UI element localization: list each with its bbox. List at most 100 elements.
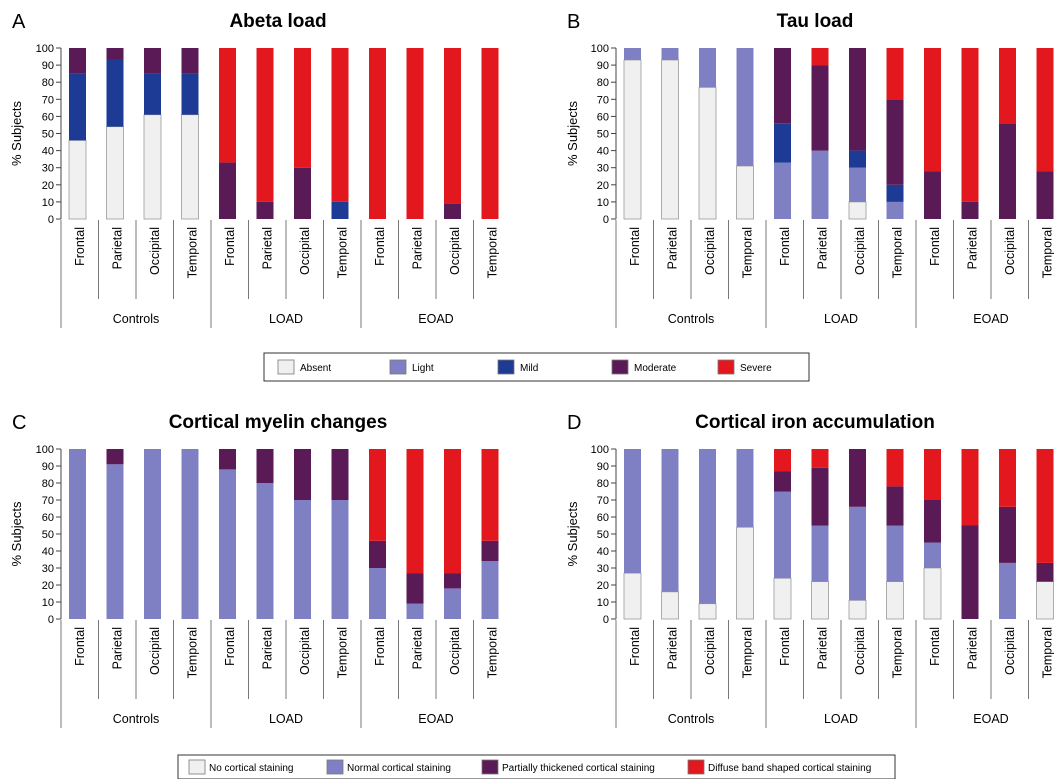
- bar-segment-light: [811, 150, 829, 219]
- bar-segment-partially-thickened-cortical-staining: [999, 506, 1016, 563]
- group-label: EOAD: [973, 312, 1008, 326]
- bar-segment-mild: [181, 73, 199, 115]
- bar-segment-normal-cortical-staining: [481, 561, 499, 619]
- bar-segment-partially-thickened-cortical-staining: [961, 525, 979, 619]
- bar-segment-partially-thickened-cortical-staining: [369, 540, 386, 568]
- category-label: Frontal: [628, 227, 642, 266]
- y-tick-label: 60: [42, 512, 54, 524]
- bar-segment-diffuse-band-shaped-cortical-staining: [481, 449, 499, 541]
- bar-segment-diffuse-band-shaped-cortical-staining: [924, 449, 941, 500]
- panel-title: Tau load: [777, 11, 854, 32]
- bar-segment-severe: [406, 48, 424, 219]
- y-tick-label: 100: [591, 43, 609, 55]
- category-label: Parietal: [815, 627, 829, 669]
- bar-segment-mild: [774, 123, 791, 163]
- y-tick-label: 90: [42, 461, 54, 473]
- bar-segment-partially-thickened-cortical-staining: [106, 449, 124, 465]
- legend-label: Normal cortical staining: [347, 763, 451, 774]
- y-axis-label: % Subjects: [565, 501, 580, 567]
- bar-segment-severe: [219, 48, 236, 163]
- category-label: Occipital: [853, 227, 867, 275]
- category-label: Frontal: [223, 227, 237, 266]
- bar-segment-moderate: [69, 48, 86, 74]
- bar-segment-moderate: [999, 123, 1016, 219]
- y-tick-label: 20: [42, 180, 54, 192]
- legend-swatch: [326, 759, 344, 775]
- bar-segment-normal-cortical-staining: [736, 449, 754, 528]
- bar-segment-moderate: [961, 201, 979, 219]
- y-tick-label: 70: [42, 94, 54, 106]
- category-label: Parietal: [815, 227, 829, 269]
- y-axis-label: % Subjects: [565, 100, 580, 166]
- legend-label: Absent: [300, 363, 331, 374]
- category-label: Occipital: [448, 627, 462, 675]
- bar-segment-partially-thickened-cortical-staining: [811, 467, 829, 526]
- y-tick-label: 10: [42, 197, 54, 209]
- y-tick-label: 70: [42, 495, 54, 507]
- bar-segment-no-cortical-staining: [848, 599, 867, 620]
- category-label: Temporal: [485, 627, 499, 678]
- bar-segment-diffuse-band-shaped-cortical-staining: [406, 449, 424, 574]
- bar-segment-normal-cortical-staining: [331, 500, 349, 619]
- panel-letter: D: [567, 412, 581, 434]
- y-tick-label: 40: [597, 146, 609, 158]
- bar-segment-moderate: [849, 48, 866, 151]
- bar-segment-severe: [331, 48, 349, 202]
- group-label: LOAD: [824, 712, 858, 726]
- y-tick-label: 20: [42, 580, 54, 592]
- y-tick-label: 10: [42, 597, 54, 609]
- legend-swatch: [277, 359, 295, 375]
- bar-segment-no-cortical-staining: [736, 526, 754, 620]
- bar-segment-normal-cortical-staining: [886, 525, 904, 582]
- panel-B: B Tau load % Subjects 0 10 20 30 40 50 60 70 80 90 10…: [565, 11, 1054, 328]
- y-tick-label: 100: [36, 444, 54, 456]
- bar-segment-moderate: [444, 203, 461, 219]
- y-tick-label: 80: [597, 478, 609, 490]
- y-tick-label: 50: [597, 129, 609, 141]
- bar-segment-normal-cortical-staining: [406, 603, 424, 619]
- y-tick-label: 40: [42, 546, 54, 558]
- category-label: Temporal: [335, 627, 349, 678]
- category-label: Temporal: [890, 627, 904, 678]
- group-label: Controls: [113, 312, 160, 326]
- bar-segment-normal-cortical-staining: [811, 525, 829, 582]
- category-label: Parietal: [965, 227, 979, 269]
- y-tick-label: 50: [597, 529, 609, 541]
- y-tick-label: 10: [597, 197, 609, 209]
- bar-segment-absent: [68, 139, 87, 220]
- panel-title: Abeta load: [229, 11, 326, 32]
- bar-segment-partially-thickened-cortical-staining: [219, 449, 236, 470]
- legend-swatch: [389, 359, 407, 375]
- y-axis-label: % Subjects: [9, 100, 24, 166]
- panel-title: Cortical myelin changes: [169, 412, 388, 433]
- bar-segment-mild: [331, 201, 349, 219]
- category-label: Frontal: [928, 227, 942, 266]
- bar-segment-mild: [144, 73, 161, 115]
- bar-segment-no-cortical-staining: [623, 572, 642, 620]
- chart-panels: A Abeta load % Subjects 0 10 20 30 40 50 60 70 80 90…: [9, 11, 1054, 728]
- category-label: Frontal: [373, 627, 387, 666]
- bar-segment-moderate: [256, 201, 274, 219]
- panel-D: D Cortical iron accumulation % Subjects 0 10…: [565, 412, 1054, 728]
- category-label: Frontal: [73, 627, 87, 666]
- bar-segment-severe: [444, 48, 461, 204]
- y-tick-label: 0: [48, 214, 54, 226]
- bar-segment-partially-thickened-cortical-staining: [444, 573, 461, 589]
- bar-segment-normal-cortical-staining: [661, 449, 679, 592]
- y-tick-label: 70: [597, 94, 609, 106]
- category-label: Frontal: [928, 627, 942, 666]
- bar-segment-diffuse-band-shaped-cortical-staining: [444, 449, 461, 574]
- category-label: Parietal: [665, 627, 679, 669]
- bar-segment-severe: [924, 48, 941, 172]
- bar-segment-moderate: [144, 48, 161, 74]
- y-tick-label: 30: [42, 563, 54, 575]
- bar-segment-diffuse-band-shaped-cortical-staining: [811, 449, 829, 468]
- bar-segment-partially-thickened-cortical-staining: [774, 471, 791, 492]
- bar-segment-partially-thickened-cortical-staining: [294, 449, 311, 500]
- y-tick-label: 0: [603, 614, 609, 626]
- legend-swatch: [497, 359, 515, 375]
- bar-segment-moderate: [294, 167, 311, 219]
- y-tick-label: 60: [597, 512, 609, 524]
- bar-segment-normal-cortical-staining: [699, 449, 716, 604]
- bar-segment-normal-cortical-staining: [256, 483, 274, 619]
